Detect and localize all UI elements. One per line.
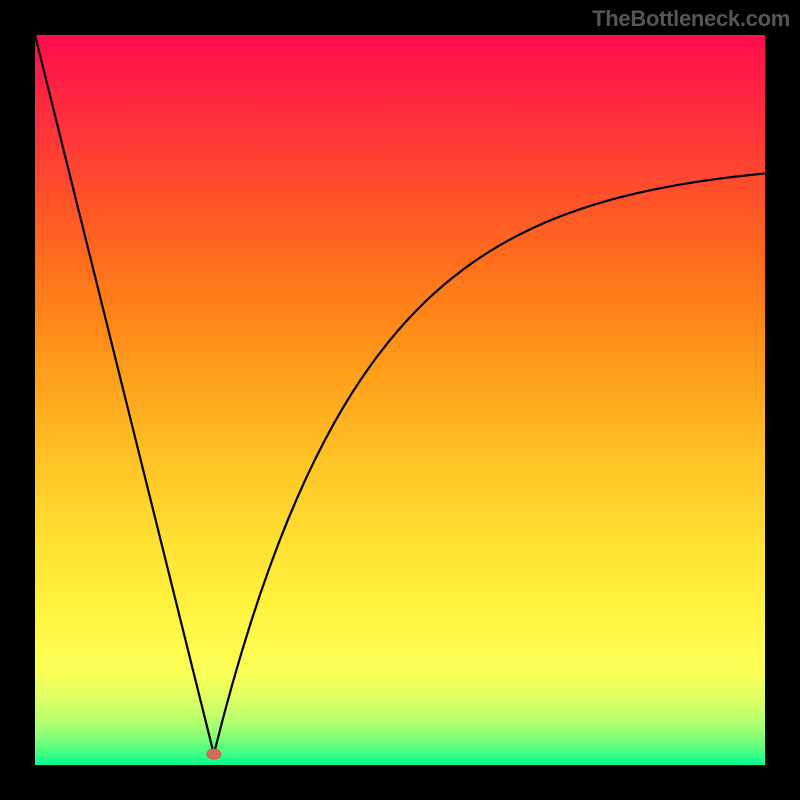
watermark-text: TheBottleneck.com [592,6,790,32]
bottleneck-chart [0,0,800,800]
chart-stage: TheBottleneck.com [0,0,800,800]
plot-area [35,35,765,765]
bottleneck-marker [207,749,221,759]
